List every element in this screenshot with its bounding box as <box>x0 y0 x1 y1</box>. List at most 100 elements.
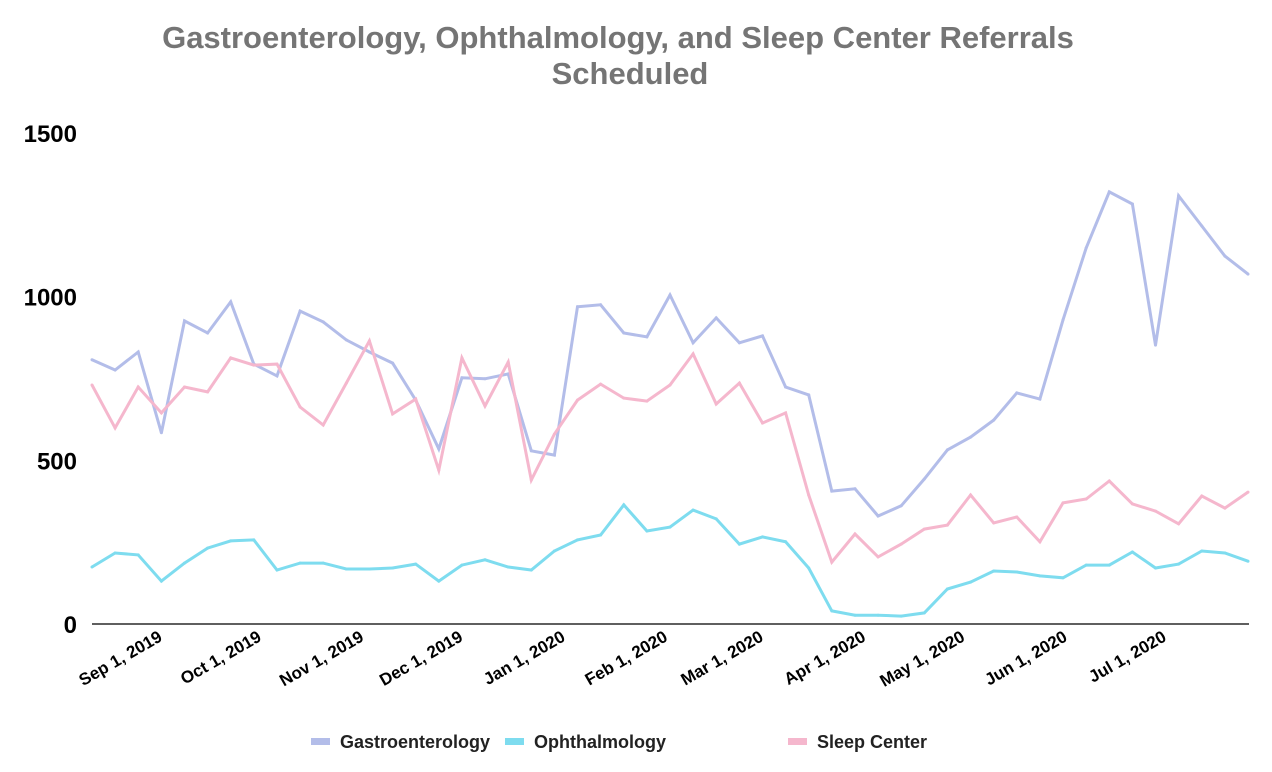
data-point-gastroenterology <box>807 393 811 397</box>
data-point-gastroenterology <box>714 316 718 320</box>
x-tick-label: May 1, 2020 <box>877 627 968 691</box>
data-point-ophthalmology <box>506 565 510 569</box>
data-point-sleep-center <box>159 411 163 415</box>
legend-label-ophthalmology: Ophthalmology <box>534 732 666 752</box>
data-point-sleep-center <box>414 397 418 401</box>
data-point-gastroenterology <box>206 331 210 335</box>
x-tick-label: Sep 1, 2019 <box>76 627 166 690</box>
data-point-sleep-center <box>136 385 140 389</box>
data-point-gastroenterology <box>460 376 464 380</box>
data-point-gastroenterology <box>761 334 764 338</box>
data-point-ophthalmology <box>714 517 718 521</box>
data-point-sleep-center <box>899 542 903 546</box>
data-point-sleep-center <box>992 521 996 525</box>
data-point-gastroenterology <box>1154 343 1157 347</box>
series-line-gastroenterology <box>91 189 1249 518</box>
data-point-gastroenterology <box>136 350 140 354</box>
data-point-ophthalmology <box>992 569 996 573</box>
data-point-sleep-center <box>853 532 857 536</box>
data-point-ophthalmology <box>1084 563 1088 567</box>
data-point-ophthalmology <box>206 546 210 550</box>
data-point-ophthalmology <box>252 538 256 542</box>
legend-swatch-sleep-center <box>788 738 807 745</box>
legend: Gastroenterology Ophthalmology Sleep Cente… <box>311 732 927 752</box>
data-point-sleep-center <box>529 478 533 482</box>
x-tick-label: Nov 1, 2019 <box>276 627 367 690</box>
legend-swatch-ophthalmology <box>505 738 524 745</box>
data-point-sleep-center <box>576 398 579 402</box>
data-point-gastroenterology <box>853 487 857 491</box>
data-point-ophthalmology <box>691 508 695 512</box>
data-point-ophthalmology <box>460 563 464 567</box>
data-point-gastroenterology <box>1130 202 1134 206</box>
data-point-sleep-center <box>552 432 556 436</box>
chart-title-line-2: Scheduled <box>552 56 709 91</box>
data-point-sleep-center <box>622 396 626 400</box>
data-point-gastroenterology <box>298 309 302 313</box>
data-point-sleep-center <box>876 555 880 559</box>
data-point-gastroenterology <box>784 385 788 389</box>
data-point-gastroenterology <box>1246 272 1250 276</box>
data-point-gastroenterology <box>1177 194 1181 198</box>
data-point-ophthalmology <box>807 566 811 570</box>
data-point-sleep-center <box>1107 479 1111 483</box>
data-point-sleep-center <box>1015 515 1019 519</box>
data-point-sleep-center <box>321 423 325 427</box>
data-point-sleep-center <box>645 399 649 403</box>
data-point-gastroenterology <box>668 293 672 297</box>
data-point-ophthalmology <box>1246 559 1250 563</box>
data-point-gastroenterology <box>922 477 926 481</box>
data-point-gastroenterology <box>576 305 579 309</box>
data-point-ophthalmology <box>1107 563 1111 567</box>
data-point-sleep-center <box>784 411 788 415</box>
data-point-ophthalmology <box>1154 566 1157 570</box>
data-point-sleep-center <box>229 356 233 360</box>
data-point-ophthalmology <box>298 561 302 565</box>
data-point-ophthalmology <box>969 580 973 584</box>
data-point-gastroenterology <box>645 335 649 339</box>
data-point-sleep-center <box>437 468 441 472</box>
data-point-ophthalmology <box>737 542 741 546</box>
data-point-ophthalmology <box>391 566 395 570</box>
data-point-gastroenterology <box>1061 318 1065 322</box>
plot-area <box>90 189 1250 618</box>
data-point-gastroenterology <box>1015 391 1019 395</box>
x-tick-label: Jan 1, 2020 <box>480 627 568 689</box>
data-point-sleep-center <box>1038 540 1042 544</box>
data-point-sleep-center <box>460 356 464 360</box>
data-point-sleep-center <box>183 385 186 389</box>
x-tick-label: Dec 1, 2019 <box>376 627 466 690</box>
data-point-sleep-center <box>252 363 256 367</box>
data-point-gastroenterology <box>183 319 186 323</box>
data-point-ophthalmology <box>483 558 487 562</box>
data-point-ophthalmology <box>645 529 649 533</box>
data-point-ophthalmology <box>321 561 325 565</box>
data-point-sleep-center <box>90 383 94 387</box>
data-point-sleep-center <box>599 382 603 386</box>
data-point-sleep-center <box>391 412 395 416</box>
data-point-ophthalmology <box>159 579 163 583</box>
data-point-ophthalmology <box>529 568 533 572</box>
data-point-gastroenterology <box>737 341 741 345</box>
series-line-ophthalmology <box>91 502 1249 618</box>
data-point-ophthalmology <box>113 551 117 555</box>
data-point-ophthalmology <box>830 609 834 613</box>
data-point-gastroenterology <box>969 435 973 439</box>
series-line-sleep-center <box>90 337 1249 566</box>
data-point-ophthalmology <box>1061 576 1065 580</box>
data-point-ophthalmology <box>552 549 556 553</box>
data-point-ophthalmology <box>761 535 764 539</box>
data-point-gastroenterology <box>275 374 279 378</box>
data-point-gastroenterology <box>945 448 949 452</box>
data-point-gastroenterology <box>437 447 441 451</box>
data-point-gastroenterology <box>344 338 348 342</box>
y-tick-label: 500 <box>37 448 77 475</box>
data-point-ophthalmology <box>367 567 371 571</box>
data-point-gastroenterology <box>1223 254 1227 258</box>
data-point-sleep-center <box>483 404 487 408</box>
data-point-ophthalmology <box>90 565 94 569</box>
data-point-gastroenterology <box>90 358 94 362</box>
data-point-sleep-center <box>1246 490 1250 494</box>
data-point-gastroenterology <box>1038 397 1042 401</box>
data-point-sleep-center <box>691 352 695 356</box>
